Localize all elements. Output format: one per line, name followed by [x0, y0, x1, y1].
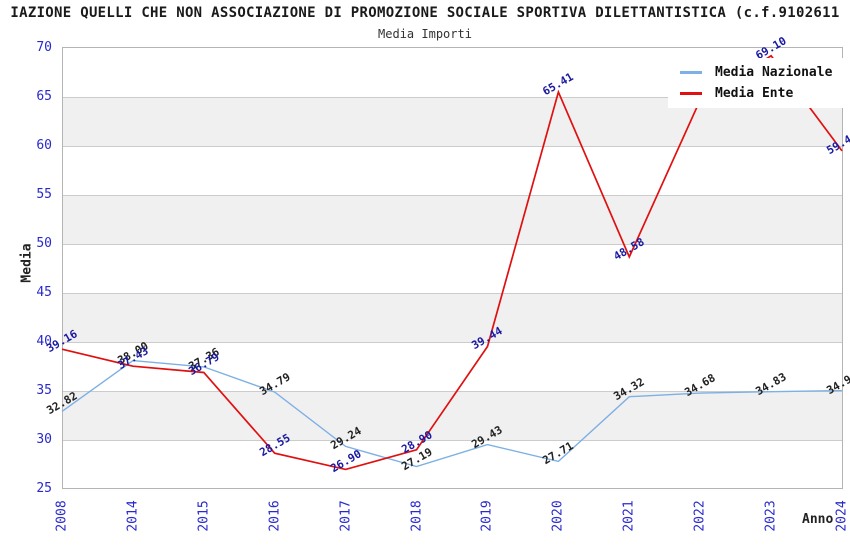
y-tick-label: 65 [36, 89, 52, 104]
legend-item-media-nazionale: Media Nazionale [680, 66, 838, 79]
plot-band [63, 440, 842, 488]
x-tick-label: 2016 [267, 500, 283, 532]
gridline [63, 391, 842, 392]
y-tick-label: 45 [36, 285, 52, 300]
x-tick-label: 2022 [692, 500, 708, 532]
x-tick-label: 2020 [550, 500, 566, 532]
plot-band [63, 293, 842, 342]
chart-title: IAZIONE QUELLI CHE NON ASSOCIAZIONE DI P… [10, 5, 840, 21]
plot-band [63, 195, 842, 244]
x-axis-title: Anno [802, 512, 834, 527]
plot-band [63, 342, 842, 391]
y-tick-label: 50 [36, 236, 52, 251]
gridline [63, 146, 842, 147]
y-tick-label: 55 [36, 187, 52, 202]
gridline [63, 440, 842, 441]
x-tick-label: 2021 [621, 500, 637, 532]
legend-item-media-ente: Media Ente [680, 87, 838, 100]
x-tick-label: 2017 [338, 500, 354, 532]
legend: Media Nazionale Media Ente [668, 58, 850, 108]
gridline [63, 342, 842, 343]
legend-swatch [680, 92, 702, 95]
x-tick-label: 2023 [763, 500, 779, 532]
x-tick-label: 2024 [834, 500, 850, 532]
x-tick-label: 2008 [54, 500, 70, 532]
y-axis-title: Media [19, 243, 35, 283]
x-tick-label: 2014 [125, 500, 141, 532]
y-tick-label: 70 [36, 40, 52, 55]
legend-label: Media Ente [715, 86, 794, 101]
gridline [63, 244, 842, 245]
gridline [63, 195, 842, 196]
legend-swatch [680, 71, 702, 74]
y-tick-label: 25 [36, 481, 52, 496]
x-tick-label: 2019 [479, 500, 495, 532]
legend-label: Media Nazionale [715, 65, 833, 80]
gridline [63, 293, 842, 294]
x-tick-label: 2015 [196, 500, 212, 532]
plot-band [63, 244, 842, 293]
y-tick-label: 60 [36, 138, 52, 153]
plot-band [63, 146, 842, 195]
plot-band [63, 391, 842, 440]
chart-subtitle: Media Importi [378, 27, 472, 41]
y-tick-label: 40 [36, 334, 52, 349]
x-tick-label: 2018 [409, 500, 425, 532]
plot-area [62, 47, 843, 489]
y-tick-label: 35 [36, 383, 52, 398]
y-tick-label: 30 [36, 432, 52, 447]
